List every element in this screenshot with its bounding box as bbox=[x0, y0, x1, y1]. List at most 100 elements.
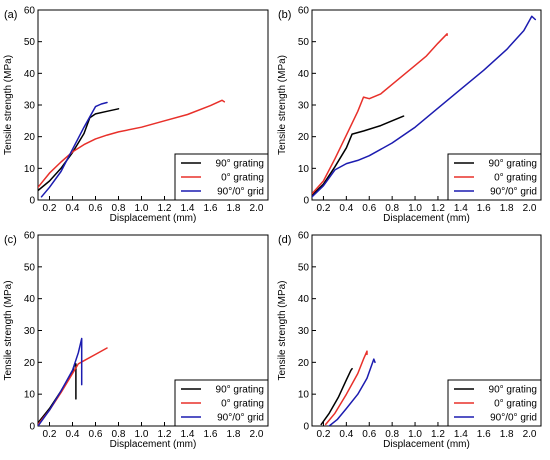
x-tick-label: 0.4 bbox=[66, 429, 80, 440]
x-tick-label: 1.6 bbox=[477, 429, 491, 440]
x-tick-label: 0.6 bbox=[89, 203, 103, 214]
series-group bbox=[320, 350, 376, 426]
series-line-2 bbox=[38, 337, 83, 426]
legend-entry: 90°/0° grid bbox=[217, 413, 264, 424]
series-group bbox=[312, 15, 537, 198]
y-tick-label: 60 bbox=[24, 6, 36, 17]
x-tick-label: 1.4 bbox=[181, 203, 195, 214]
y-axis-title: Tensile strength (MPa) bbox=[277, 280, 288, 380]
y-tick-label: 50 bbox=[24, 37, 36, 48]
series-line-1 bbox=[38, 99, 226, 189]
legend: 90° grating 0° grating 90°/0° grid bbox=[447, 153, 542, 201]
legend-entry: 90° grating bbox=[489, 385, 537, 396]
y-axis-title: Tensile strength (MPa) bbox=[277, 55, 288, 155]
x-tick-label: 0.4 bbox=[66, 203, 80, 214]
y-tick-label: 30 bbox=[298, 101, 310, 112]
series-group bbox=[38, 337, 108, 426]
legend-entry: 0° grating bbox=[494, 399, 537, 410]
panel-1: 0 10 20 30 40 50 60 0.2 0.4 0.6 0.8 1.0 1.2 1.4 1.6 1.8… bbox=[277, 6, 542, 224]
y-tick-label: 60 bbox=[298, 231, 310, 242]
x-tick-label: 0.6 bbox=[362, 429, 376, 440]
x-axis-title: Displacement (mm) bbox=[110, 213, 197, 224]
y-tick-label: 10 bbox=[24, 390, 36, 401]
panel-2: 0 10 20 30 40 50 60 0.2 0.4 0.6 0.8 1.0 1.2 1.4 1.6 1.8… bbox=[3, 231, 269, 450]
series-line-2 bbox=[312, 15, 537, 198]
x-tick-label: 2.0 bbox=[523, 429, 537, 440]
y-tick-label: 40 bbox=[298, 294, 310, 305]
x-tick-label: 1.0 bbox=[135, 429, 149, 440]
y-tick-label: 40 bbox=[24, 294, 36, 305]
y-tick-label: 30 bbox=[24, 101, 36, 112]
y-tick-label: 30 bbox=[24, 326, 36, 337]
series-line-0 bbox=[38, 363, 77, 424]
legend-entry: 90° grating bbox=[216, 159, 264, 170]
y-tick-label: 50 bbox=[24, 262, 36, 273]
legend-entry: 90°/0° grid bbox=[490, 413, 537, 424]
y-tick-label: 0 bbox=[29, 422, 35, 433]
y-tick-label: 50 bbox=[298, 37, 310, 48]
series-line-1 bbox=[312, 33, 448, 195]
x-tick-label: 1.2 bbox=[431, 429, 445, 440]
x-tick-label: 1.0 bbox=[408, 429, 422, 440]
y-tick-label: 10 bbox=[298, 164, 310, 175]
y-axis-title: Tensile strength (MPa) bbox=[3, 55, 14, 155]
x-tick-label: 1.4 bbox=[181, 429, 195, 440]
x-axis-title: Displacement (mm) bbox=[383, 439, 470, 450]
x-tick-label: 1.8 bbox=[500, 203, 514, 214]
series-group bbox=[38, 99, 226, 198]
x-tick-label: 0.2 bbox=[316, 429, 330, 440]
series-line-2 bbox=[328, 358, 376, 426]
x-axis-title: Displacement (mm) bbox=[110, 439, 197, 450]
legend-entry: 90°/0° grid bbox=[217, 187, 264, 198]
x-tick-label: 2.0 bbox=[523, 203, 537, 214]
series-line-0 bbox=[312, 115, 405, 197]
x-tick-label: 0.8 bbox=[112, 203, 126, 214]
panel-label: (a) bbox=[4, 9, 17, 21]
x-tick-label: 0.2 bbox=[316, 203, 330, 214]
x-tick-label: 0.2 bbox=[43, 203, 57, 214]
y-tick-label: 20 bbox=[24, 132, 36, 143]
x-tick-label: 1.2 bbox=[431, 203, 445, 214]
series-line-0 bbox=[38, 108, 120, 192]
y-tick-label: 10 bbox=[298, 390, 310, 401]
x-tick-label: 1.8 bbox=[500, 429, 514, 440]
x-tick-label: 1.0 bbox=[408, 203, 422, 214]
legend-entry: 0° grating bbox=[221, 173, 264, 184]
legend: 90° grating 0° grating 90°/0° grid bbox=[174, 153, 269, 201]
y-tick-label: 40 bbox=[298, 69, 310, 80]
y-tick-label: 0 bbox=[303, 196, 309, 207]
panel-label: (c) bbox=[4, 234, 17, 246]
y-tick-label: 10 bbox=[24, 164, 36, 175]
y-axis-title: Tensile strength (MPa) bbox=[3, 280, 14, 380]
y-tick-label: 30 bbox=[298, 326, 310, 337]
legend-entry: 90° grating bbox=[216, 385, 264, 396]
y-tick-label: 20 bbox=[298, 132, 310, 143]
y-tick-label: 0 bbox=[29, 196, 35, 207]
legend-entry: 0° grating bbox=[221, 399, 264, 410]
y-tick-label: 20 bbox=[298, 358, 310, 369]
x-tick-label: 1.6 bbox=[204, 429, 218, 440]
x-tick-label: 2.0 bbox=[250, 203, 264, 214]
x-tick-label: 1.6 bbox=[204, 203, 218, 214]
x-tick-label: 0.8 bbox=[112, 429, 126, 440]
series-line-0 bbox=[320, 367, 353, 426]
x-tick-label: 1.2 bbox=[158, 429, 172, 440]
x-tick-label: 1.0 bbox=[135, 203, 149, 214]
x-tick-label: 1.8 bbox=[227, 203, 241, 214]
y-tick-label: 60 bbox=[298, 6, 310, 17]
y-tick-label: 20 bbox=[24, 358, 36, 369]
panel-3: 0 10 20 30 40 50 60 0.2 0.4 0.6 0.8 1.0 1.2 1.4 1.6 1.8… bbox=[277, 231, 542, 450]
x-tick-label: 0.8 bbox=[385, 203, 399, 214]
panel-label: (b) bbox=[278, 9, 291, 21]
x-tick-label: 0.6 bbox=[89, 429, 103, 440]
legend-entry: 90° grating bbox=[489, 159, 537, 170]
x-tick-label: 2.0 bbox=[250, 429, 264, 440]
x-tick-label: 0.4 bbox=[339, 203, 353, 214]
y-tick-label: 50 bbox=[298, 262, 310, 273]
y-tick-label: 0 bbox=[303, 422, 309, 433]
x-axis-title: Displacement (mm) bbox=[383, 213, 470, 224]
legend: 90° grating 0° grating 90°/0° grid bbox=[447, 379, 542, 427]
legend: 90° grating 0° grating 90°/0° grid bbox=[174, 379, 269, 427]
